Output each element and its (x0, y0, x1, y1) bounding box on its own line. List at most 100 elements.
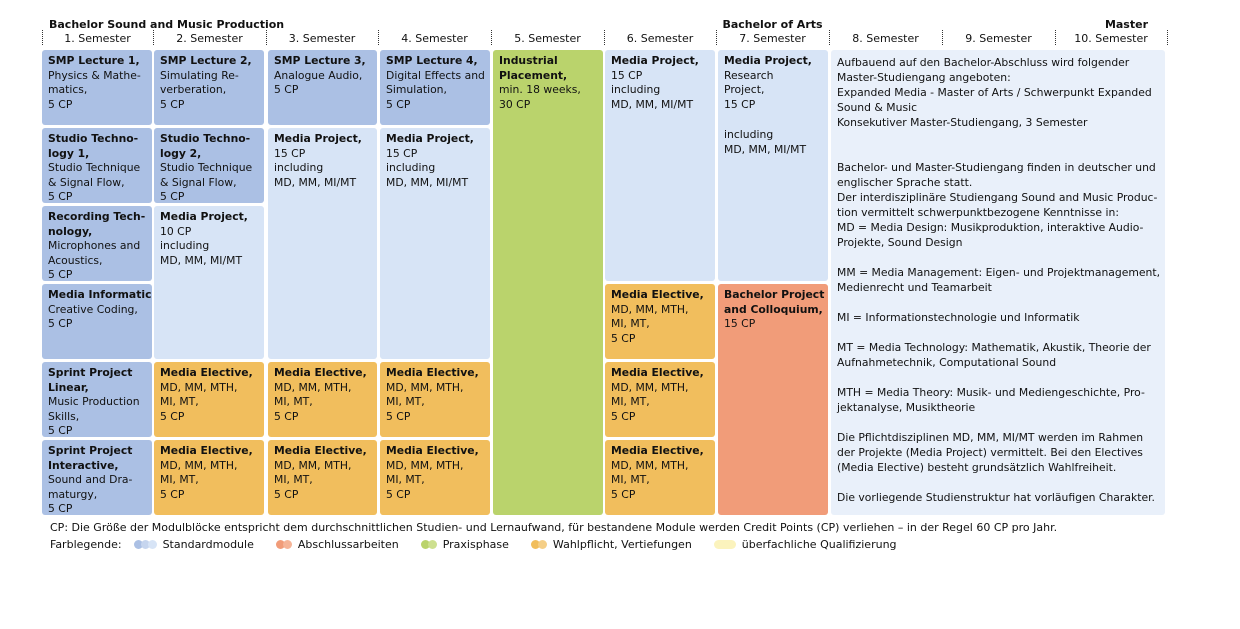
info-paragraph: Die Pflichtdisziplinen MD, MM, MI/MT wer… (837, 430, 1159, 475)
info-text: (Media Elective) besteht grundsätzlich W… (837, 461, 1117, 474)
module-title: and Colloquium, (724, 302, 823, 316)
legend-swatch (133, 540, 157, 549)
module-title: Media Elective, (611, 444, 704, 457)
legend-text: Wahlpflicht, Vertiefungen (552, 538, 692, 551)
info-text: Projekte, Sound Design (837, 236, 963, 249)
separator (716, 30, 717, 45)
module-text: MI, MT, (611, 317, 650, 330)
info-text: MM = Media Management: Eigen- und Projek… (837, 266, 1161, 279)
module-text: MD, MM, MI/MT (386, 175, 469, 189)
module-text: Sound and Dra- (48, 473, 133, 486)
info-text: englischer Sprache statt. (837, 176, 973, 189)
module-text: MD, MM, MTH, (611, 458, 689, 472)
module-text: 15 CP (611, 68, 643, 82)
module: Media Project, 15 CP including MD, MM, MI/M… (268, 128, 377, 359)
module-title: Media Elective, (274, 366, 367, 379)
module-title: Media Informatics (48, 288, 152, 301)
legend-item: Praxisphase (420, 538, 509, 551)
info-text: Sound & Music (837, 101, 918, 114)
module-text: MI, MT, (611, 395, 650, 408)
module-text: including (386, 161, 436, 174)
module-text: MI, MT, (160, 395, 199, 408)
module-title: Media Elective, (386, 366, 479, 379)
module-text: 5 CP (48, 190, 73, 203)
module-text: 15 CP (274, 146, 306, 160)
info-paragraph: MI = Informationstechnologie und Informa… (837, 310, 1159, 325)
module-text: min. 18 weeks, (499, 83, 581, 96)
module: Media Elective, MD, MM, MTH, MI, MT, 5 CP (268, 440, 377, 515)
module-text: 5 CP (160, 409, 185, 423)
module-text: Physics & Mathe- (48, 68, 141, 82)
legend-label: Farblegende: (50, 538, 122, 551)
swatch-dot (147, 540, 157, 549)
module-title: Media Elective, (611, 288, 704, 301)
module-text: 5 CP (274, 487, 299, 501)
semester-label: 6. Semester (626, 32, 694, 45)
info-text: MT = Media Technology: Mathematik, Akust… (837, 341, 1151, 354)
swatch-dot (420, 540, 430, 549)
separator (491, 30, 492, 45)
module: Studio Techno-logy 2, Studio Technique & S… (154, 128, 264, 203)
module-text: matics, (48, 83, 88, 96)
info-paragraph: MTH = Media Theory: Musik- und Medienges… (837, 385, 1159, 415)
module-text: 5 CP (160, 487, 185, 501)
swatch-dot (282, 540, 292, 549)
module-text: 5 CP (274, 83, 299, 96)
swatch-dot (275, 540, 285, 549)
legend-item: Abschlussarbeiten (275, 538, 399, 551)
legend-swatch (530, 540, 547, 549)
separator (266, 30, 267, 45)
module: Media Elective, MD, MM, MTH, MI, MT, 5 CP (268, 362, 377, 437)
module-text: MD, MM, MTH, (386, 380, 464, 394)
module: Media Project, 10 CP including MD, MM, MI/M… (154, 206, 264, 359)
separator (604, 30, 605, 45)
info-paragraph: Die vorliegende Studienstruktur hat vorl… (837, 490, 1159, 505)
module-text: MI, MT, (386, 473, 425, 486)
semester-label: 7. Semester (739, 32, 806, 45)
legend-text: Abschlussarbeiten (297, 538, 399, 551)
info-paragraph: MM = Media Management: Eigen- und Projek… (837, 265, 1161, 295)
module: Media Elective, MD, MM, MTH, MI, MT, 5 CP (380, 440, 490, 515)
module-title: Interactive, (48, 458, 119, 472)
semester-label: 2. Semester (176, 32, 243, 45)
module: Industrial Placement, min. 18 weeks, 30 CP (493, 50, 603, 515)
legend-swatch (420, 540, 437, 549)
module-text: 30 CP (499, 97, 531, 111)
module-text: 5 CP (48, 317, 73, 330)
info-text: Bachelor- und Master-Studiengang finden … (837, 161, 1156, 174)
module: Media Informatics Creative Coding, 5 CP (42, 284, 152, 359)
module-text: MD, MM, MTH, (160, 458, 238, 472)
module-title: Media Project, (274, 132, 362, 145)
swatch-dot (133, 540, 143, 549)
module: SMP Lecture 2, Simulating Re-verberation,… (154, 50, 264, 125)
module-title: Media Elective, (160, 444, 253, 457)
module-title: Bachelor Project (724, 288, 825, 301)
module-text: 15 CP (724, 97, 756, 111)
module: Media Elective, MD, MM, MTH, MI, MT, 5 CP (154, 440, 264, 515)
module-text: 5 CP (611, 487, 636, 501)
module-title: SMP Lecture 4, (386, 54, 478, 67)
module-title: SMP Lecture 1, (48, 54, 140, 67)
semester-label: 1. Semester (64, 32, 131, 45)
module-text: Simulating Re- (160, 68, 239, 82)
legend-text: Standardmodule (162, 538, 254, 551)
module-title: Studio Techno- (160, 132, 251, 145)
info-text: Die vorliegende Studienstruktur hat vorl… (837, 491, 1155, 504)
module-text: MD, MM, MI/MT (274, 175, 357, 189)
module: Media Elective, MD, MM, MTH, MI, MT, 5 CP (605, 362, 715, 437)
separator (378, 30, 379, 45)
module-text: 5 CP (274, 409, 299, 423)
semester-label: 9. Semester (965, 32, 1032, 45)
module-text: 5 CP (48, 502, 73, 515)
module-text: 5 CP (611, 331, 636, 345)
module-text: Analogue Audio, (274, 68, 363, 82)
module-title: SMP Lecture 2, (160, 54, 252, 67)
degree-title: Bachelor of Arts (722, 18, 823, 31)
legend-swatch (713, 540, 736, 549)
module-text: MD, MM, MI/MT (160, 253, 243, 267)
module-text: MD, MM, MTH, (274, 458, 352, 472)
module-text: including (611, 83, 661, 96)
legend-text: Praxisphase (442, 538, 509, 551)
info-text: MTH = Media Theory: Musik- und Medienges… (837, 386, 1145, 399)
program-title: Bachelor Sound and Music Production (49, 18, 285, 31)
